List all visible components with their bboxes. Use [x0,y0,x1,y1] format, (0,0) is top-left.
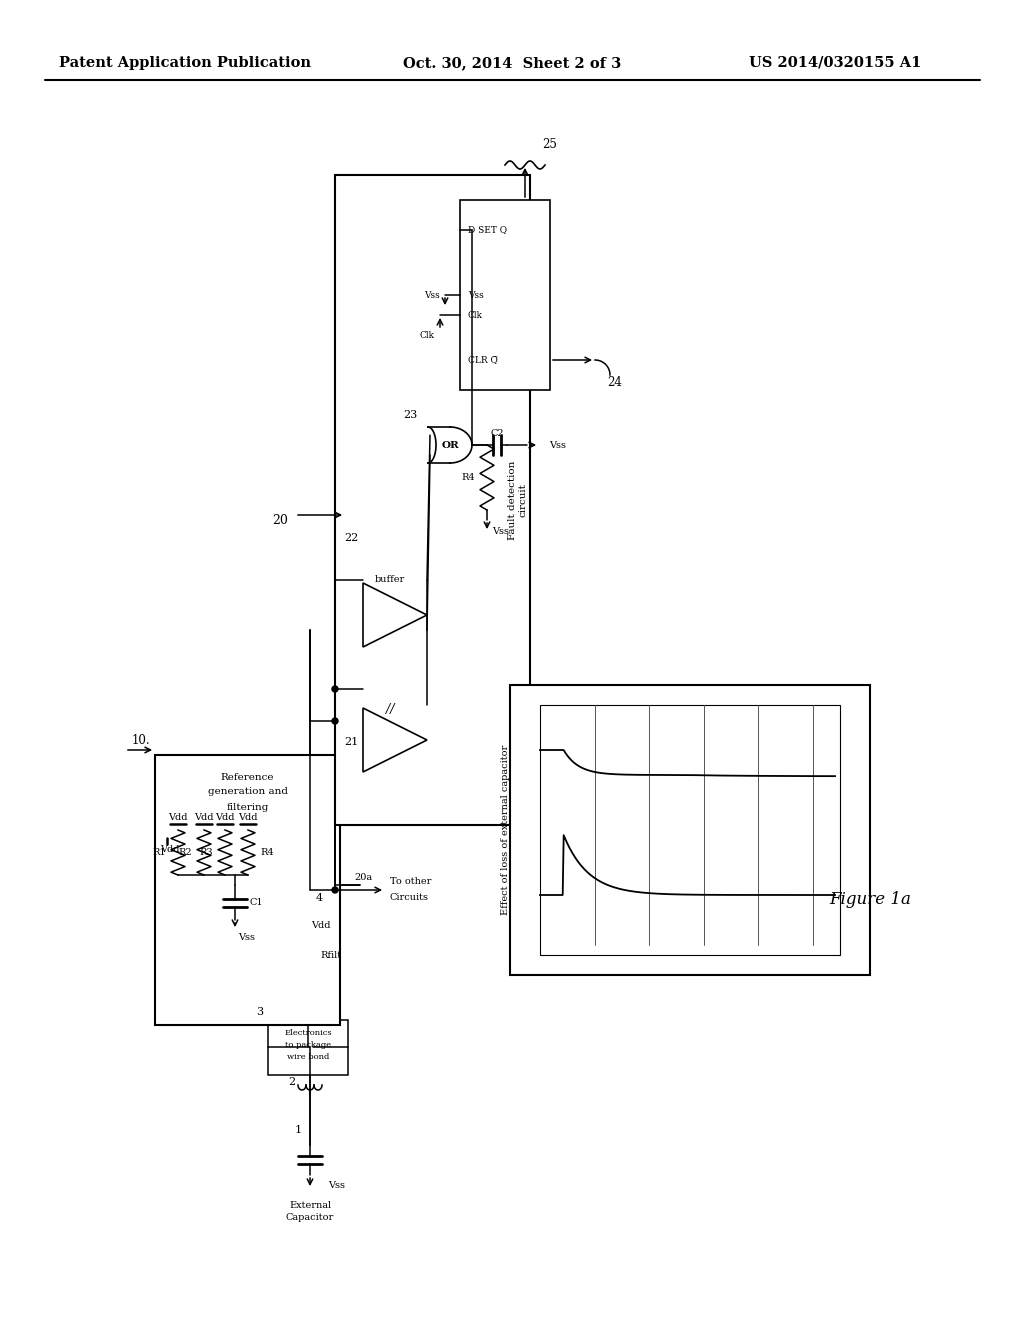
Text: Vdd: Vdd [168,813,187,822]
Text: 20: 20 [272,513,288,527]
Text: Vdd: Vdd [160,846,180,854]
Text: 24: 24 [607,375,623,388]
Text: 25: 25 [543,139,557,152]
Polygon shape [428,426,472,463]
Bar [155,755,340,1026]
Text: 10.: 10. [131,734,150,747]
Text: R1: R1 [153,847,166,857]
Text: Capacitor: Capacitor [286,1213,334,1222]
Text: Patent Application Publication: Patent Application Publication [59,55,311,70]
Text: 21: 21 [344,737,358,747]
Text: CLR Q̅: CLR Q̅ [468,355,498,364]
Text: C1: C1 [250,898,263,907]
Text: Electronics: Electronics [285,1030,332,1038]
Text: Rfilt: Rfilt [319,950,341,960]
Text: buffer: buffer [375,576,406,585]
Text: 23: 23 [402,411,417,420]
Circle shape [332,686,338,692]
Text: 3: 3 [256,1007,263,1016]
Text: Vdd: Vdd [239,813,258,822]
Text: Oct. 30, 2014  Sheet 2 of 3: Oct. 30, 2014 Sheet 2 of 3 [402,55,622,70]
Text: Circuits: Circuits [390,894,429,903]
Text: Reference: Reference [221,772,274,781]
Text: Vdd: Vdd [215,813,234,822]
Bar [540,705,840,954]
Text: 2: 2 [289,1077,296,1086]
Text: 1: 1 [295,1125,301,1135]
Text: Effect of loss of external capacitor: Effect of loss of external capacitor [501,744,510,915]
Text: OR: OR [441,441,459,450]
Bar [268,1020,348,1074]
Text: 20a: 20a [354,874,372,883]
Bar [335,176,530,825]
Text: 22: 22 [344,533,358,543]
Text: Vdd: Vdd [311,920,331,929]
Circle shape [332,718,338,723]
Text: generation and: generation and [208,788,288,796]
Text: Vss: Vss [549,441,566,450]
Bar [510,685,870,975]
Text: Vss: Vss [238,933,255,942]
Text: C2: C2 [490,429,504,437]
Text: Vdd: Vdd [195,813,214,822]
Text: R4: R4 [260,847,273,857]
Text: External: External [289,1200,331,1209]
Text: //: // [386,704,394,717]
Text: filtering: filtering [226,803,268,812]
Text: Clk: Clk [468,310,483,319]
Text: Clk: Clk [420,330,435,339]
Text: Figure 1a: Figure 1a [829,891,911,908]
Text: R2: R2 [178,847,193,857]
Text: D SET Q: D SET Q [468,226,507,235]
Text: Vss: Vss [328,1180,345,1189]
Text: R3: R3 [200,847,213,857]
Text: R4: R4 [462,473,475,482]
Text: US 2014/0320155 A1: US 2014/0320155 A1 [749,55,922,70]
Text: 4: 4 [315,894,323,903]
Text: Vss: Vss [424,290,440,300]
Text: to package: to package [285,1041,331,1049]
Circle shape [332,887,338,894]
Text: Fault detection
circuit: Fault detection circuit [508,461,527,540]
Text: wire bond: wire bond [287,1053,329,1061]
Bar [460,201,550,389]
Text: Vss: Vss [492,528,509,536]
Text: To other: To other [390,878,431,887]
Text: Vss: Vss [468,290,483,300]
